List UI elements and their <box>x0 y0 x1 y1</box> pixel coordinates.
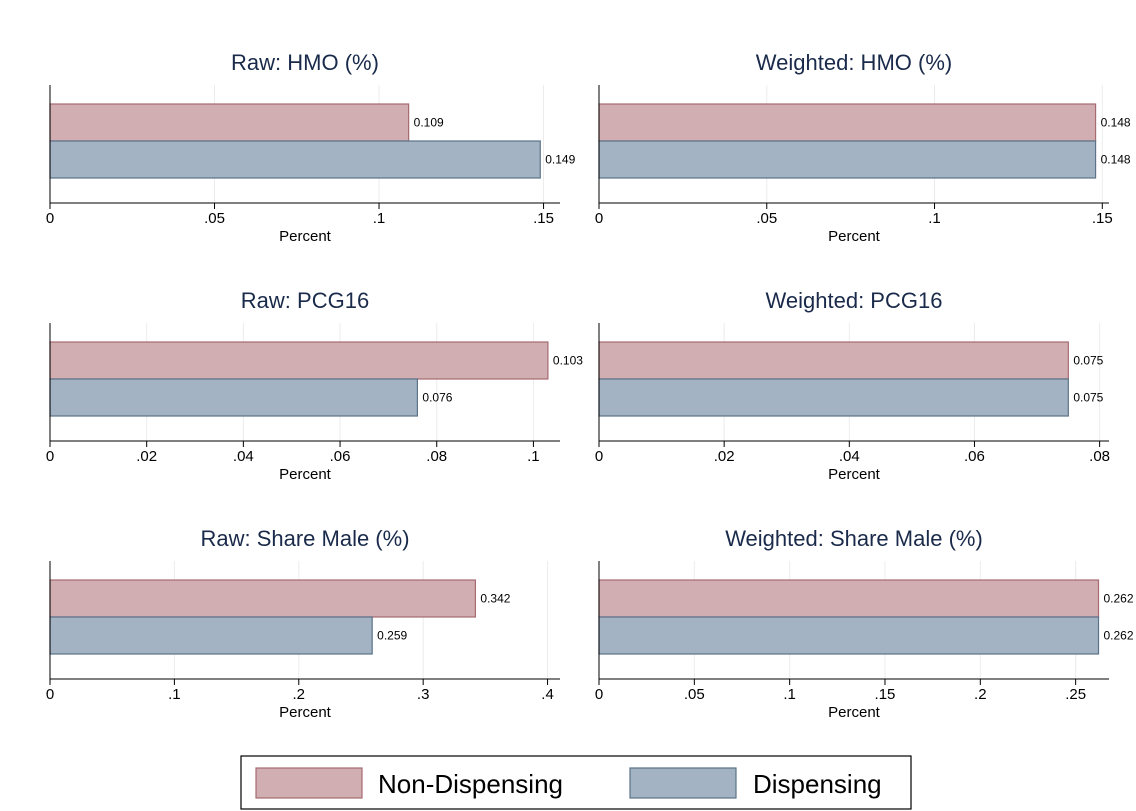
bar-dispensing <box>598 140 1097 179</box>
bar-value-label: 0.342 <box>480 592 510 606</box>
x-tick-label: .06 <box>330 448 351 465</box>
bar-non-dispensing <box>49 103 410 142</box>
x-tick-label: 0 <box>595 448 603 465</box>
legend-label-dispensing: Dispensing <box>753 769 882 799</box>
x-tick-label: .1 <box>168 686 181 703</box>
legend: Non-Dispensing Dispensing <box>240 755 912 810</box>
bar-value-label: 0.075 <box>1073 354 1103 368</box>
legend-swatch-non-dispensing <box>255 767 363 799</box>
panel-title: Raw: HMO (%) <box>231 50 379 75</box>
x-tick-label: .06 <box>964 448 985 465</box>
x-tick-label: .05 <box>204 210 225 227</box>
x-tick-label: 0 <box>46 686 54 703</box>
bar-value-label: 0.109 <box>414 116 444 130</box>
bar-value-label: 0.075 <box>1073 391 1103 405</box>
panel-weighted-hmo: Weighted: HMO (%) 0.148 0.148 0 .05 .1 .15 Perc… <box>595 50 1131 245</box>
bar-value-label: 0.262 <box>1104 629 1134 643</box>
legend-label-non-dispensing: Non-Dispensing <box>378 769 563 799</box>
x-tick-label: 0 <box>46 210 54 227</box>
x-tick-label: .02 <box>136 448 157 465</box>
bar-non-dispensing <box>49 579 477 618</box>
x-tick-label: .15 <box>533 210 554 227</box>
bar-dispensing <box>598 616 1100 655</box>
x-tick-label: .1 <box>527 448 540 465</box>
x-tick-label: .05 <box>756 210 777 227</box>
panel-title: Raw: PCG16 <box>241 288 369 313</box>
bar-dispensing <box>49 616 373 655</box>
x-tick-label: .04 <box>839 448 860 465</box>
x-tick-label: .2 <box>293 686 306 703</box>
x-axis-title: Percent <box>828 704 881 721</box>
x-tick-label: .1 <box>783 686 796 703</box>
x-axis-title: Percent <box>828 466 881 483</box>
x-tick-label: .08 <box>1089 448 1110 465</box>
panel-title: Weighted: PCG16 <box>766 288 943 313</box>
bar-value-label: 0.259 <box>377 629 407 643</box>
x-tick-label: 0 <box>595 686 603 703</box>
x-tick-label: .04 <box>233 448 254 465</box>
bar-value-label: 0.148 <box>1101 153 1131 167</box>
panel-raw-share-male: Raw: Share Male (%) 0.342 0.259 0 .1 .2 .3 .4 Pe… <box>46 526 560 721</box>
x-tick-label: .1 <box>373 210 386 227</box>
panels: Raw: HMO (%)0.1090.1490.05.1.15PercentWe… <box>46 50 1134 721</box>
bar-non-dispensing <box>598 103 1097 142</box>
x-tick-label: .2 <box>974 686 987 703</box>
panel-title: Weighted: HMO (%) <box>756 50 952 75</box>
x-tick-label: .25 <box>1065 686 1086 703</box>
bar-non-dispensing <box>49 341 549 380</box>
panel-raw-hmo: Raw: HMO (%) 0.109 0.149 0 .05 .1 .15 Percent <box>46 50 576 245</box>
bar-value-label: 0.148 <box>1101 116 1131 130</box>
panel-weighted-share-male: Weighted: Share Male (%) 0.262 0.262 0 .05 .1… <box>595 526 1134 721</box>
x-tick-label: 0 <box>46 448 54 465</box>
x-axis-title: Percent <box>279 704 332 721</box>
bar-value-label: 0.262 <box>1104 592 1134 606</box>
bar-non-dispensing <box>598 341 1069 380</box>
x-tick-label: .3 <box>417 686 430 703</box>
bar-dispensing <box>598 378 1069 417</box>
x-tick-label: .05 <box>684 686 705 703</box>
bar-dispensing <box>49 378 418 417</box>
x-tick-label: .4 <box>541 686 554 703</box>
bar-value-label: 0.149 <box>545 153 575 167</box>
panel-weighted-pcg16: Weighted: PCG16 0.075 0.075 0 .02 .04 .06 .08 Pe… <box>595 288 1110 483</box>
x-tick-label: .1 <box>928 210 941 227</box>
panel-title: Weighted: Share Male (%) <box>725 526 983 551</box>
x-axis-title: Percent <box>279 466 332 483</box>
x-tick-label: .02 <box>714 448 735 465</box>
bar-dispensing <box>49 140 541 179</box>
x-tick-label: .15 <box>1092 210 1113 227</box>
bar-value-label: 0.076 <box>422 391 452 405</box>
x-tick-label: .15 <box>875 686 896 703</box>
legend-swatch-dispensing <box>629 767 737 799</box>
bar-non-dispensing <box>598 579 1100 618</box>
panel-title: Raw: Share Male (%) <box>200 526 409 551</box>
x-tick-label: .08 <box>426 448 447 465</box>
bar-value-label: 0.103 <box>553 354 583 368</box>
x-tick-label: 0 <box>595 210 603 227</box>
x-axis-title: Percent <box>828 228 881 245</box>
x-axis-title: Percent <box>279 228 332 245</box>
panel-raw-pcg16: Raw: PCG16 0.103 0.076 0 .02 .04 .06 .08 .1 Perce… <box>46 288 583 483</box>
